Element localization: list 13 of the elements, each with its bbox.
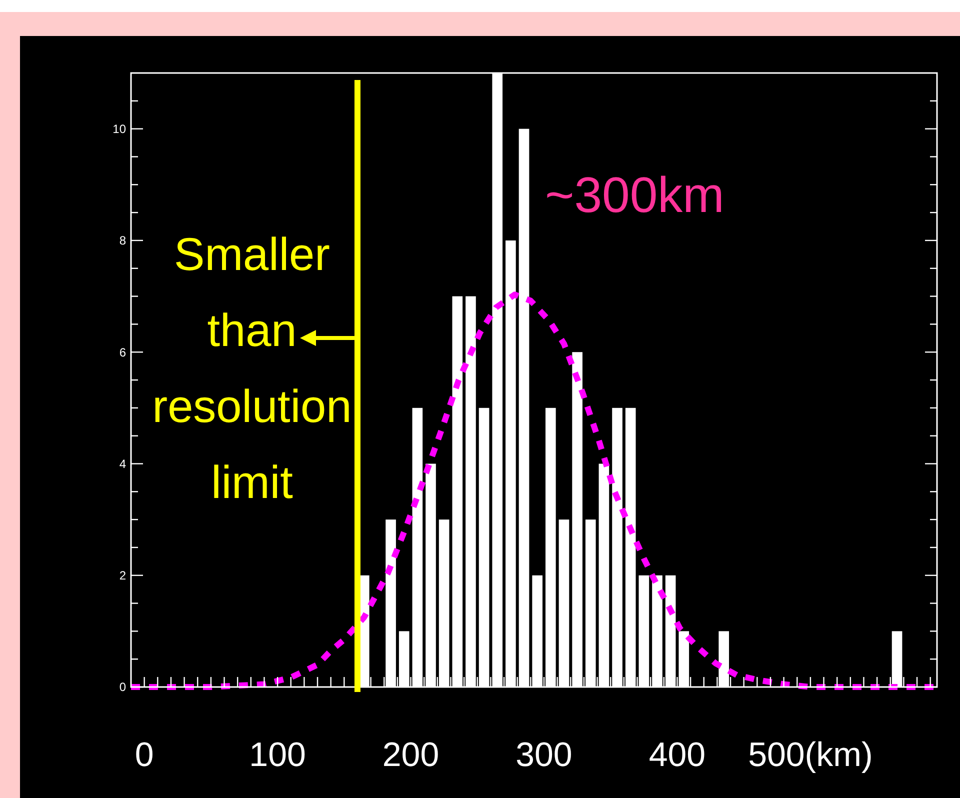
x-tick-label: 500(km) [748,736,873,774]
y-tick-label: 2 [119,568,126,583]
x-tick-label: 200 [382,736,440,774]
x-tick-label: 100 [249,736,306,774]
y-tick-label: 6 [119,345,126,360]
y-tick-label: 4 [119,456,126,471]
y-tick-label: 0 [119,680,126,694]
x-tick-label: 400 [648,736,706,774]
x-tick-label: 300 [516,736,572,774]
y-tick-label: 8 [119,234,126,248]
ref-line-label: Smaller than resolution limit [152,228,352,508]
y-tick-label: 10 [112,122,126,136]
annotation: ~300km [545,167,724,223]
